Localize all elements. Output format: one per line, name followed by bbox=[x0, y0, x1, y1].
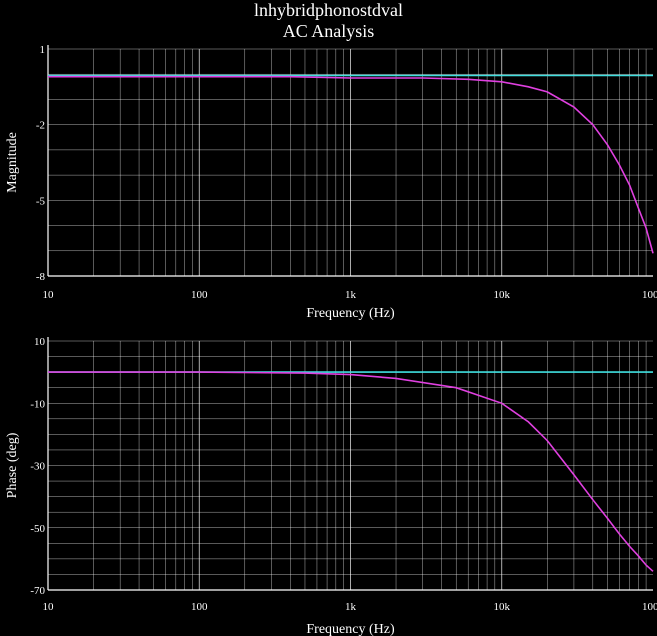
phase-x-axis-label: Frequency (Hz) bbox=[306, 622, 395, 636]
phase-x-tick-label: 10 bbox=[43, 601, 55, 613]
magnitude-x-axis-label: Frequency (Hz) bbox=[306, 306, 395, 321]
magnitude-x-tick-label: 100 bbox=[191, 289, 208, 301]
chart-title: lnhybridphonostdval AC Analysis bbox=[0, 0, 657, 42]
chart-title-line1: lnhybridphonostdval bbox=[254, 0, 403, 20]
magnitude-x-tick-label: 10 bbox=[43, 289, 55, 301]
phase-y-tick-label: -30 bbox=[30, 461, 45, 473]
phase-y-tick-label: -10 bbox=[30, 398, 45, 410]
phase-y-axis-label: Phase (deg) bbox=[5, 432, 20, 498]
phase-series-magenta-line bbox=[48, 371, 654, 572]
phase-x-tick-label: 100k bbox=[642, 601, 657, 613]
phase-y-tick-label: -70 bbox=[30, 585, 45, 597]
chart-title-line2: AC Analysis bbox=[282, 21, 375, 41]
magnitude-y-axis-label: Magnitude bbox=[5, 132, 20, 193]
phase-y-tick-label: -50 bbox=[30, 523, 45, 535]
phase-x-tick-label: 100 bbox=[191, 601, 208, 613]
magnitude-x-tick-label: 10k bbox=[494, 289, 511, 301]
phase-y-tick-label: 10 bbox=[34, 336, 46, 348]
magnitude-x-tick-label: 100k bbox=[642, 289, 657, 301]
magnitude-y-tick-label: -5 bbox=[36, 195, 46, 207]
magnitude-y-tick-label: -8 bbox=[36, 271, 46, 283]
phase-x-tick-label: 1k bbox=[345, 601, 357, 613]
phase-x-tick-label: 10k bbox=[494, 601, 511, 613]
magnitude-y-tick-label: -2 bbox=[36, 120, 45, 132]
magnitude-y-tick-label: 1 bbox=[40, 44, 46, 56]
magnitude-series-magenta-line bbox=[48, 75, 654, 254]
magnitude-x-tick-label: 1k bbox=[345, 289, 357, 301]
